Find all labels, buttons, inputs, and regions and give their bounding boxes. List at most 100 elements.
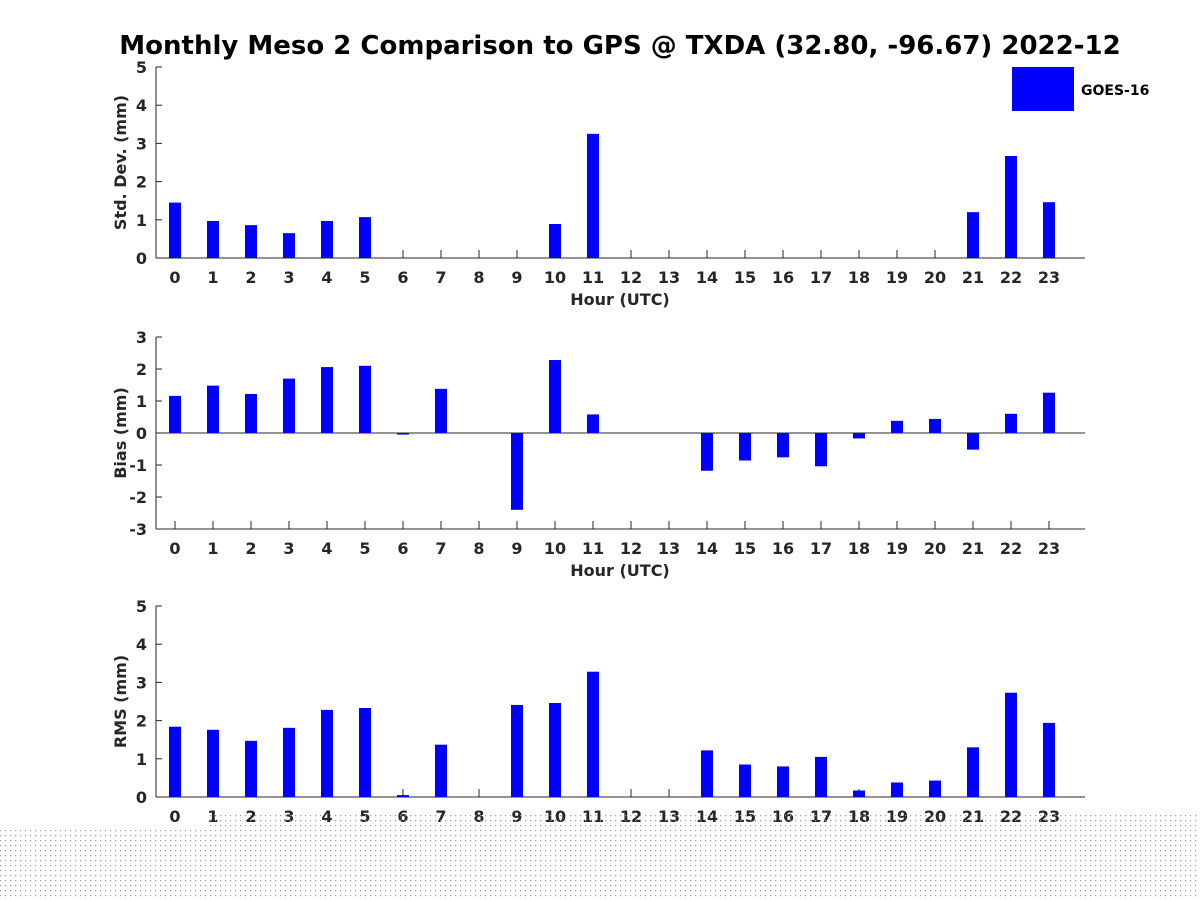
bar-hour-16: [777, 433, 789, 458]
y-tick-label: 0: [136, 249, 147, 268]
x-tick-label: 4: [321, 539, 332, 558]
x-tick-label: 16: [772, 539, 794, 558]
x-tick-label: 1: [207, 539, 218, 558]
x-tick-label: 16: [772, 268, 794, 287]
x-tick-label: 3: [283, 268, 294, 287]
x-tick-label: 2: [245, 268, 256, 287]
y-tick-label: 5: [136, 58, 147, 77]
x-tick-label: 10: [544, 539, 566, 558]
bar-hour-22: [1005, 156, 1017, 258]
bar-hour-6: [397, 795, 409, 797]
bar-hour-21: [967, 433, 979, 450]
bar-hour-17: [815, 433, 827, 467]
x-tick-label: 12: [620, 539, 642, 558]
y-tick-label: 3: [136, 134, 147, 153]
bar-hour-18: [853, 433, 865, 439]
bar-hour-6: [397, 433, 409, 435]
bar-hour-10: [549, 224, 561, 258]
bar-hour-11: [587, 133, 599, 258]
y-tick-label: 2: [136, 173, 147, 192]
x-tick-label: 13: [658, 268, 680, 287]
x-tick-label: 15: [734, 268, 756, 287]
x-tick-label: 22: [1000, 539, 1022, 558]
bar-hour-18: [853, 790, 865, 797]
x-tick-label: 19: [886, 268, 908, 287]
x-tick-label: 18: [848, 268, 870, 287]
y-tick-label: 0: [136, 788, 147, 807]
bar-hour-10: [549, 703, 561, 797]
legend-swatch: [1012, 67, 1074, 111]
y-tick-label: 1: [136, 750, 147, 769]
x-axis-label: Hour (UTC): [570, 290, 670, 309]
bar-hour-14: [701, 750, 713, 797]
x-tick-label: 12: [620, 268, 642, 287]
bar-hour-2: [245, 225, 257, 258]
y-tick-label: 4: [136, 96, 147, 115]
bar-hour-15: [739, 764, 751, 797]
y-tick-label: 3: [136, 328, 147, 347]
x-tick-label: 6: [397, 539, 408, 558]
x-tick-label: 0: [169, 268, 180, 287]
x-tick-label: 8: [473, 539, 484, 558]
bar-hour-3: [283, 727, 295, 797]
bar-hour-2: [245, 740, 257, 797]
y-tick-label: 3: [136, 673, 147, 692]
x-tick-label: 14: [696, 539, 718, 558]
x-tick-label: 11: [582, 268, 604, 287]
bar-hour-19: [891, 782, 903, 797]
bar-hour-0: [169, 395, 181, 433]
bar-hour-3: [283, 233, 295, 258]
y-tick-label: -2: [129, 488, 147, 507]
x-tick-label: 15: [734, 539, 756, 558]
x-tick-label: 1: [207, 268, 218, 287]
bar-hour-21: [967, 747, 979, 797]
bar-hour-21: [967, 212, 979, 258]
x-tick-label: 21: [962, 268, 984, 287]
x-tick-label: 20: [924, 539, 946, 558]
x-tick-label: 0: [169, 807, 180, 826]
x-tick-label: 19: [886, 539, 908, 558]
legend: GOES-16: [1012, 67, 1149, 111]
bar-hour-11: [587, 671, 599, 797]
x-tick-label: 17: [810, 539, 832, 558]
chart-title: Monthly Meso 2 Comparison to GPS @ TXDA …: [119, 31, 1120, 61]
x-tick-label: 8: [473, 268, 484, 287]
x-axis-label: Hour (UTC): [570, 561, 670, 580]
bar-hour-11: [587, 414, 599, 433]
bar-hour-5: [359, 707, 371, 797]
bar-hour-17: [815, 756, 827, 797]
y-tick-label: -1: [129, 456, 147, 475]
x-tick-label: 13: [658, 539, 680, 558]
y-tick-label: 2: [136, 360, 147, 379]
x-tick-label: 6: [397, 268, 408, 287]
bar-hour-15: [739, 433, 751, 461]
bar-hour-3: [283, 378, 295, 433]
bar-hour-4: [321, 220, 333, 258]
y-tick-label: 2: [136, 712, 147, 731]
y-axis-label: RMS (mm): [111, 655, 130, 748]
bar-hour-4: [321, 367, 333, 433]
y-tick-label: 1: [136, 211, 147, 230]
x-tick-label: 22: [1000, 268, 1022, 287]
bar-hour-20: [929, 418, 941, 433]
y-tick-label: 1: [136, 392, 147, 411]
x-tick-label: 10: [544, 268, 566, 287]
bar-hour-1: [207, 729, 219, 797]
x-tick-label: 21: [962, 539, 984, 558]
bar-hour-10: [549, 360, 561, 433]
x-tick-label: 5: [359, 268, 370, 287]
y-axis-label: Std. Dev. (mm): [111, 95, 130, 230]
y-tick-label: 0: [136, 424, 147, 443]
x-tick-label: 23: [1038, 268, 1060, 287]
x-tick-label: 4: [321, 268, 332, 287]
bar-hour-23: [1043, 202, 1055, 258]
x-tick-label: 3: [283, 539, 294, 558]
x-tick-label: 2: [245, 539, 256, 558]
bar-hour-7: [435, 388, 447, 433]
legend-label: GOES-16: [1081, 83, 1149, 99]
y-tick-label: -3: [129, 520, 147, 539]
